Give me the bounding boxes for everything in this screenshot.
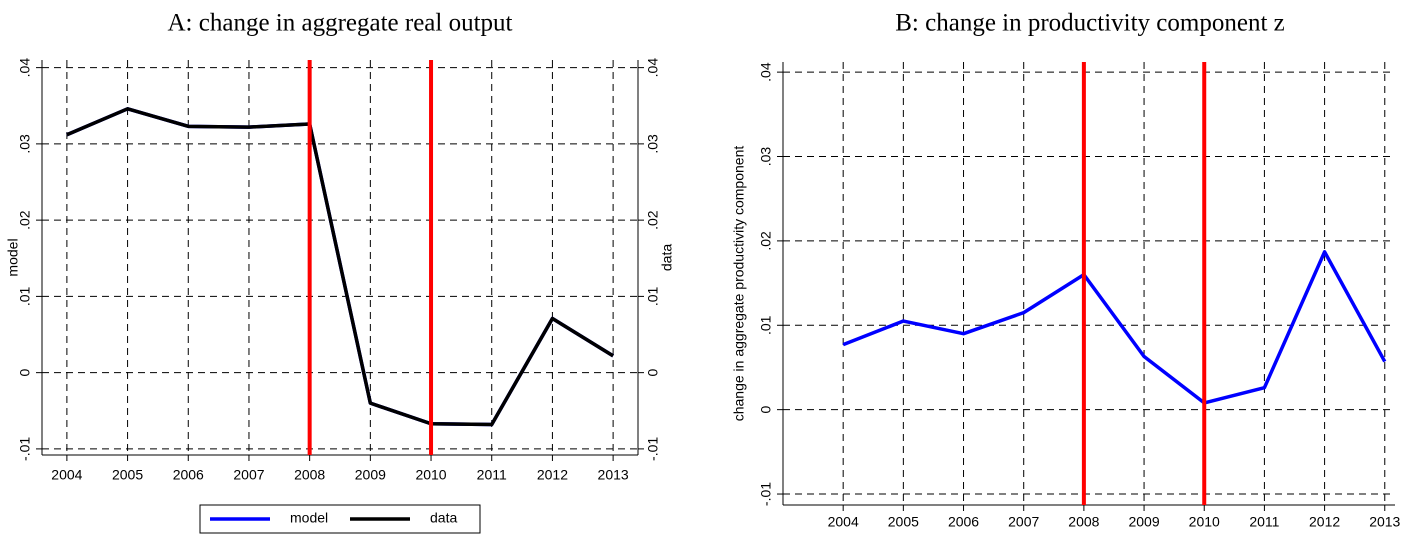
x-tick-label: 2009 (1128, 514, 1159, 530)
x-tick-label: 2004 (51, 467, 82, 483)
x-tick-label: 2012 (537, 467, 568, 483)
y-tick-label: .01 (758, 315, 774, 335)
y-tick-label: 0 (758, 406, 774, 414)
legend-box (199, 504, 481, 534)
legend-label: data (430, 510, 457, 526)
x-tick-label: 2012 (1309, 514, 1340, 530)
y-tick-label: -.01 (17, 437, 33, 461)
legend-label: model (290, 510, 328, 526)
y-tick-label: 0 (17, 369, 33, 377)
x-tick-label: 2011 (477, 467, 507, 483)
y2-tick-label: .01 (645, 286, 661, 306)
y2-tick-label: .02 (645, 210, 661, 230)
x-tick-label: 2007 (233, 467, 264, 483)
chart-title: B: change in productivity component z (895, 10, 1285, 37)
y2-axis-label: data (659, 244, 675, 271)
x-tick-label: 2006 (948, 514, 979, 530)
x-tick-label: 2006 (173, 467, 204, 483)
x-tick-label: 2007 (1008, 514, 1039, 530)
y2-tick-label: .04 (645, 58, 661, 78)
y-tick-label: .02 (758, 231, 774, 251)
y2-tick-label: 0 (645, 369, 661, 377)
x-tick-label: 2011 (1249, 514, 1279, 530)
series-line (66, 107, 615, 427)
y-tick-label: .02 (17, 210, 33, 230)
y-tick-label: -.01 (758, 482, 774, 506)
x-tick-label: 2010 (415, 467, 446, 483)
y-tick-label: .04 (17, 58, 33, 78)
x-tick-label: 2005 (888, 514, 919, 530)
x-tick-label: 2005 (112, 467, 143, 483)
series-line (842, 250, 1387, 405)
y2-tick-label: -.01 (645, 437, 661, 461)
x-tick-label: 2009 (355, 467, 386, 483)
x-tick-label: 2013 (1369, 514, 1400, 530)
y2-tick-label: .03 (645, 134, 661, 154)
y-tick-label: .03 (17, 134, 33, 154)
x-tick-label: 2004 (828, 514, 859, 530)
y-tick-label: .01 (17, 286, 33, 306)
y-axis-label: model (5, 238, 21, 276)
chart-title: A: change in aggregate real output (168, 10, 513, 37)
y-tick-label: .04 (758, 62, 774, 82)
x-tick-label: 2008 (294, 467, 325, 483)
x-tick-label: 2013 (598, 467, 629, 483)
y-tick-label: .03 (758, 147, 774, 167)
x-tick-label: 2010 (1189, 514, 1220, 530)
x-tick-label: 2008 (1068, 514, 1099, 530)
y-axis-label: change in aggregate productivity compone… (731, 146, 747, 422)
